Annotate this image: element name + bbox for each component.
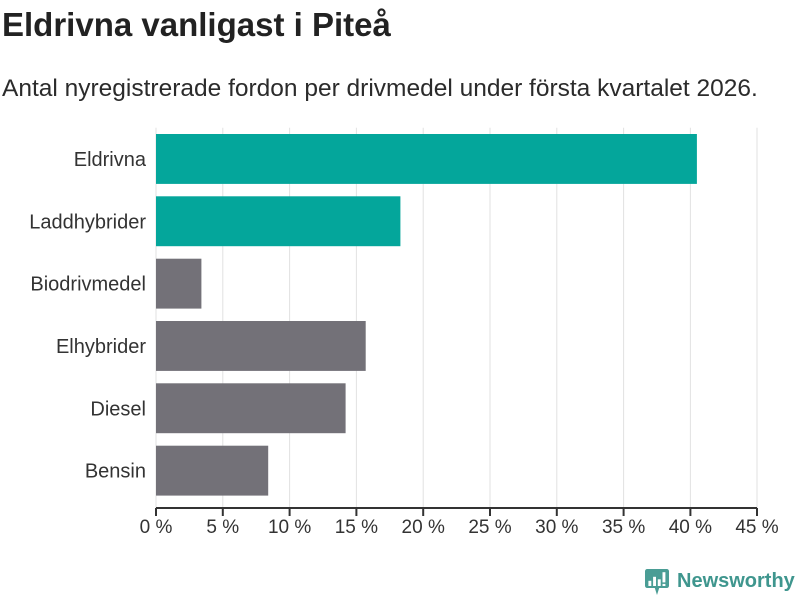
svg-text:Eldrivna: Eldrivna [74, 149, 147, 171]
svg-text:Bensin: Bensin [85, 461, 146, 483]
svg-text:10 %: 10 % [268, 517, 311, 538]
svg-text:30 %: 30 % [535, 517, 578, 538]
svg-text:Elhybrider: Elhybrider [56, 336, 146, 358]
svg-text:Diesel: Diesel [90, 398, 146, 420]
svg-text:Laddhybrider: Laddhybrider [29, 211, 146, 233]
svg-text:5 %: 5 % [206, 517, 239, 538]
svg-text:Biodrivmedel: Biodrivmedel [30, 274, 146, 296]
svg-text:20 %: 20 % [402, 517, 445, 538]
svg-text:35 %: 35 % [602, 517, 645, 538]
svg-text:40 %: 40 % [669, 517, 712, 538]
svg-text:45 %: 45 % [735, 517, 778, 538]
svg-text:0 %: 0 % [140, 517, 173, 538]
svg-text:25 %: 25 % [468, 517, 511, 538]
svg-text:15 %: 15 % [335, 517, 378, 538]
